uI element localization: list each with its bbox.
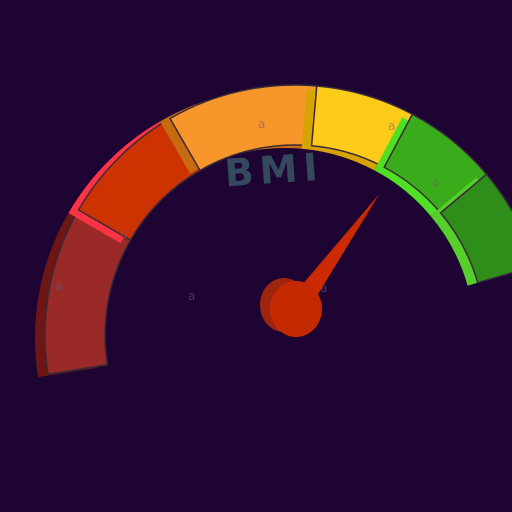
- watermark-letter: a: [188, 289, 195, 303]
- needle-pointer: [287, 194, 380, 316]
- needle-hub: [270, 281, 322, 337]
- watermark-letter: a: [388, 119, 395, 133]
- gauge-needle: [260, 194, 380, 337]
- watermark-letter: a: [120, 227, 127, 241]
- watermark-layer: a a a a a a a: [55, 117, 439, 303]
- watermark-letter: a: [320, 281, 327, 295]
- watermark-letter: a: [55, 279, 62, 293]
- watermark-letter: a: [258, 117, 265, 131]
- gauge-label: BMI: [223, 145, 325, 196]
- gauge-segments: [34, 84, 512, 378]
- gauge-segment-dark-green: [439, 173, 512, 284]
- watermark-letter: a: [432, 175, 439, 189]
